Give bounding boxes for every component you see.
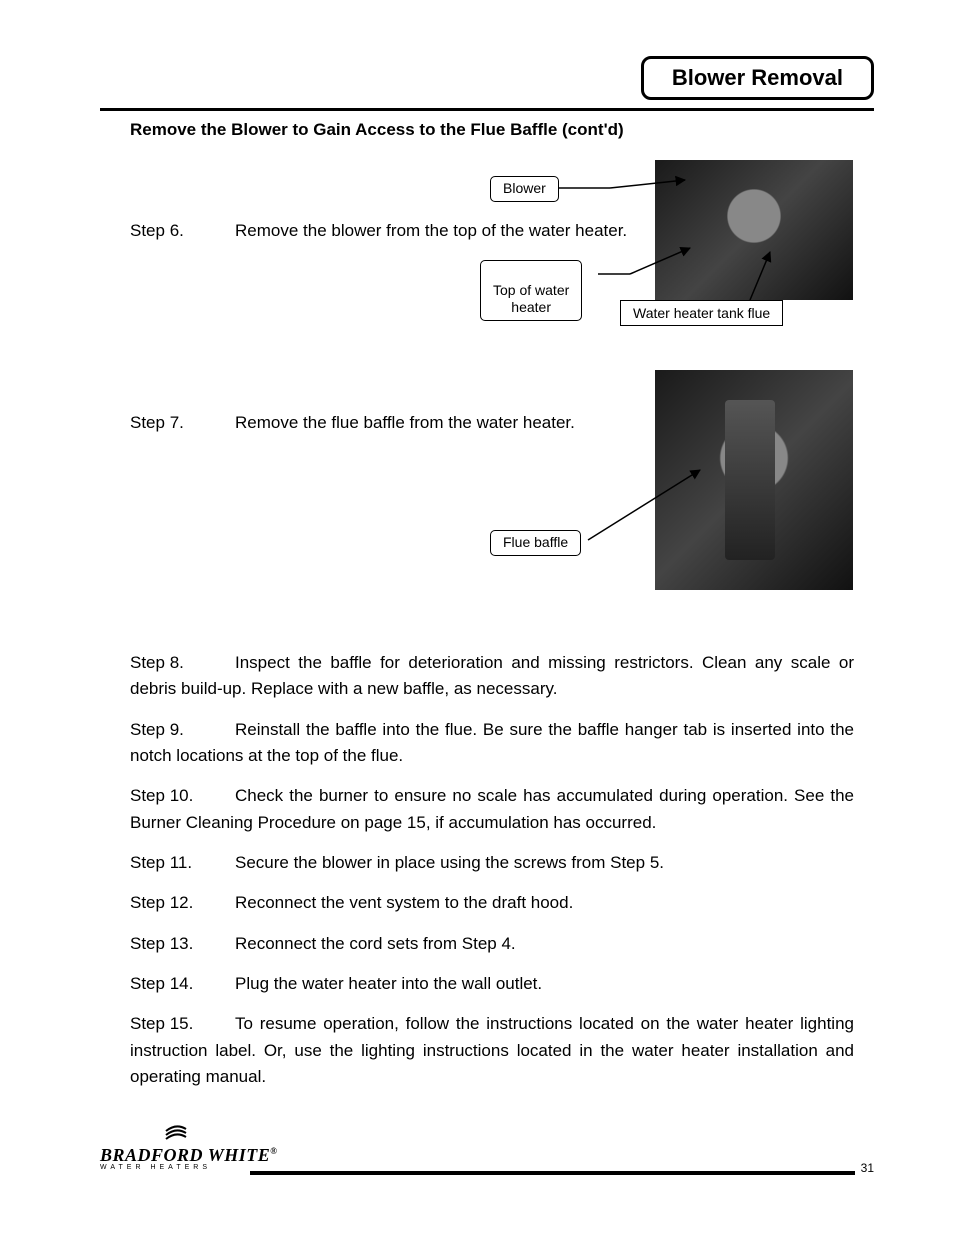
step-12-label: Step 12. [130,890,235,916]
step-11: Step 11.Secure the blower in place using… [130,850,854,876]
step-6-text: Step 6.Remove the blower from the top of… [130,218,650,244]
callout-flue-baffle-label: Flue baffle [503,534,568,550]
step-12-body: Reconnect the vent system to the draft h… [235,893,573,912]
registered-mark: ® [270,1146,277,1156]
step-7-label: Step 7. [130,410,235,436]
callout-top-of-heater-label: Top of water heater [493,282,569,316]
subtitle: Remove the Blower to Gain Access to the … [130,120,624,140]
step-15-body: To resume operation, follow the instruct… [130,1014,854,1086]
step-9-body: Reinstall the baffle into the flue. Be s… [130,720,854,765]
step-14-label: Step 14. [130,971,235,997]
brand-name-text: BRADFORD WHITE [100,1145,270,1165]
step-15-label: Step 15. [130,1011,235,1037]
step-13-label: Step 13. [130,931,235,957]
step-6-photo [655,160,853,300]
brand-name: BRADFORD WHITE® [100,1145,277,1166]
section-title-box: Blower Removal [641,56,874,100]
section-title: Blower Removal [672,65,843,90]
step-6-section: Step 6.Remove the blower from the top of… [130,160,854,350]
steps-8-15: Step 8.Inspect the baffle for deteriorat… [130,650,854,1090]
callout-blower: Blower [490,176,559,202]
step-7-text: Step 7.Remove the flue baffle from the w… [130,410,630,436]
footer-rule [250,1171,874,1175]
step-9: Step 9.Reinstall the baffle into the flu… [130,717,854,770]
step-10-label: Step 10. [130,783,235,809]
step-12: Step 12.Reconnect the vent system to the… [130,890,854,916]
callout-top-of-heater: Top of water heater [480,260,582,321]
step-13-body: Reconnect the cord sets from Step 4. [235,934,516,953]
callout-blower-label: Blower [503,180,546,196]
step-8: Step 8.Inspect the baffle for deteriorat… [130,650,854,703]
callout-tank-flue-label: Water heater tank flue [633,305,770,321]
step-8-label: Step 8. [130,650,235,676]
step-6-body: Remove the blower from the top of the wa… [235,221,627,240]
page-number: 31 [855,1161,874,1175]
step-8-body: Inspect the baffle for deterioration and… [130,653,854,698]
step-7-photo [655,370,853,590]
step-6-label: Step 6. [130,218,235,244]
step-9-label: Step 9. [130,717,235,743]
step-10: Step 10.Check the burner to ensure no sc… [130,783,854,836]
brand-logo: BRADFORD WHITE® WATER HEATERS [100,1145,277,1195]
step-14-body: Plug the water heater into the wall outl… [235,974,542,993]
step-15: Step 15.To resume operation, follow the … [130,1011,854,1090]
callout-flue-baffle: Flue baffle [490,530,581,556]
step-13: Step 13.Reconnect the cord sets from Ste… [130,931,854,957]
step-11-label: Step 11. [130,850,235,876]
step-7-body: Remove the flue baffle from the water he… [235,413,575,432]
step-7-section: Step 7.Remove the flue baffle from the w… [130,370,854,610]
callout-tank-flue: Water heater tank flue [620,300,783,326]
page-footer: BRADFORD WHITE® WATER HEATERS 31 [100,1145,874,1195]
brand-swirl-icon [164,1125,188,1143]
step-10-body: Check the burner to ensure no scale has … [130,786,854,831]
step-11-body: Secure the blower in place using the scr… [235,853,664,872]
step-14: Step 14.Plug the water heater into the w… [130,971,854,997]
header-rule [100,108,874,111]
